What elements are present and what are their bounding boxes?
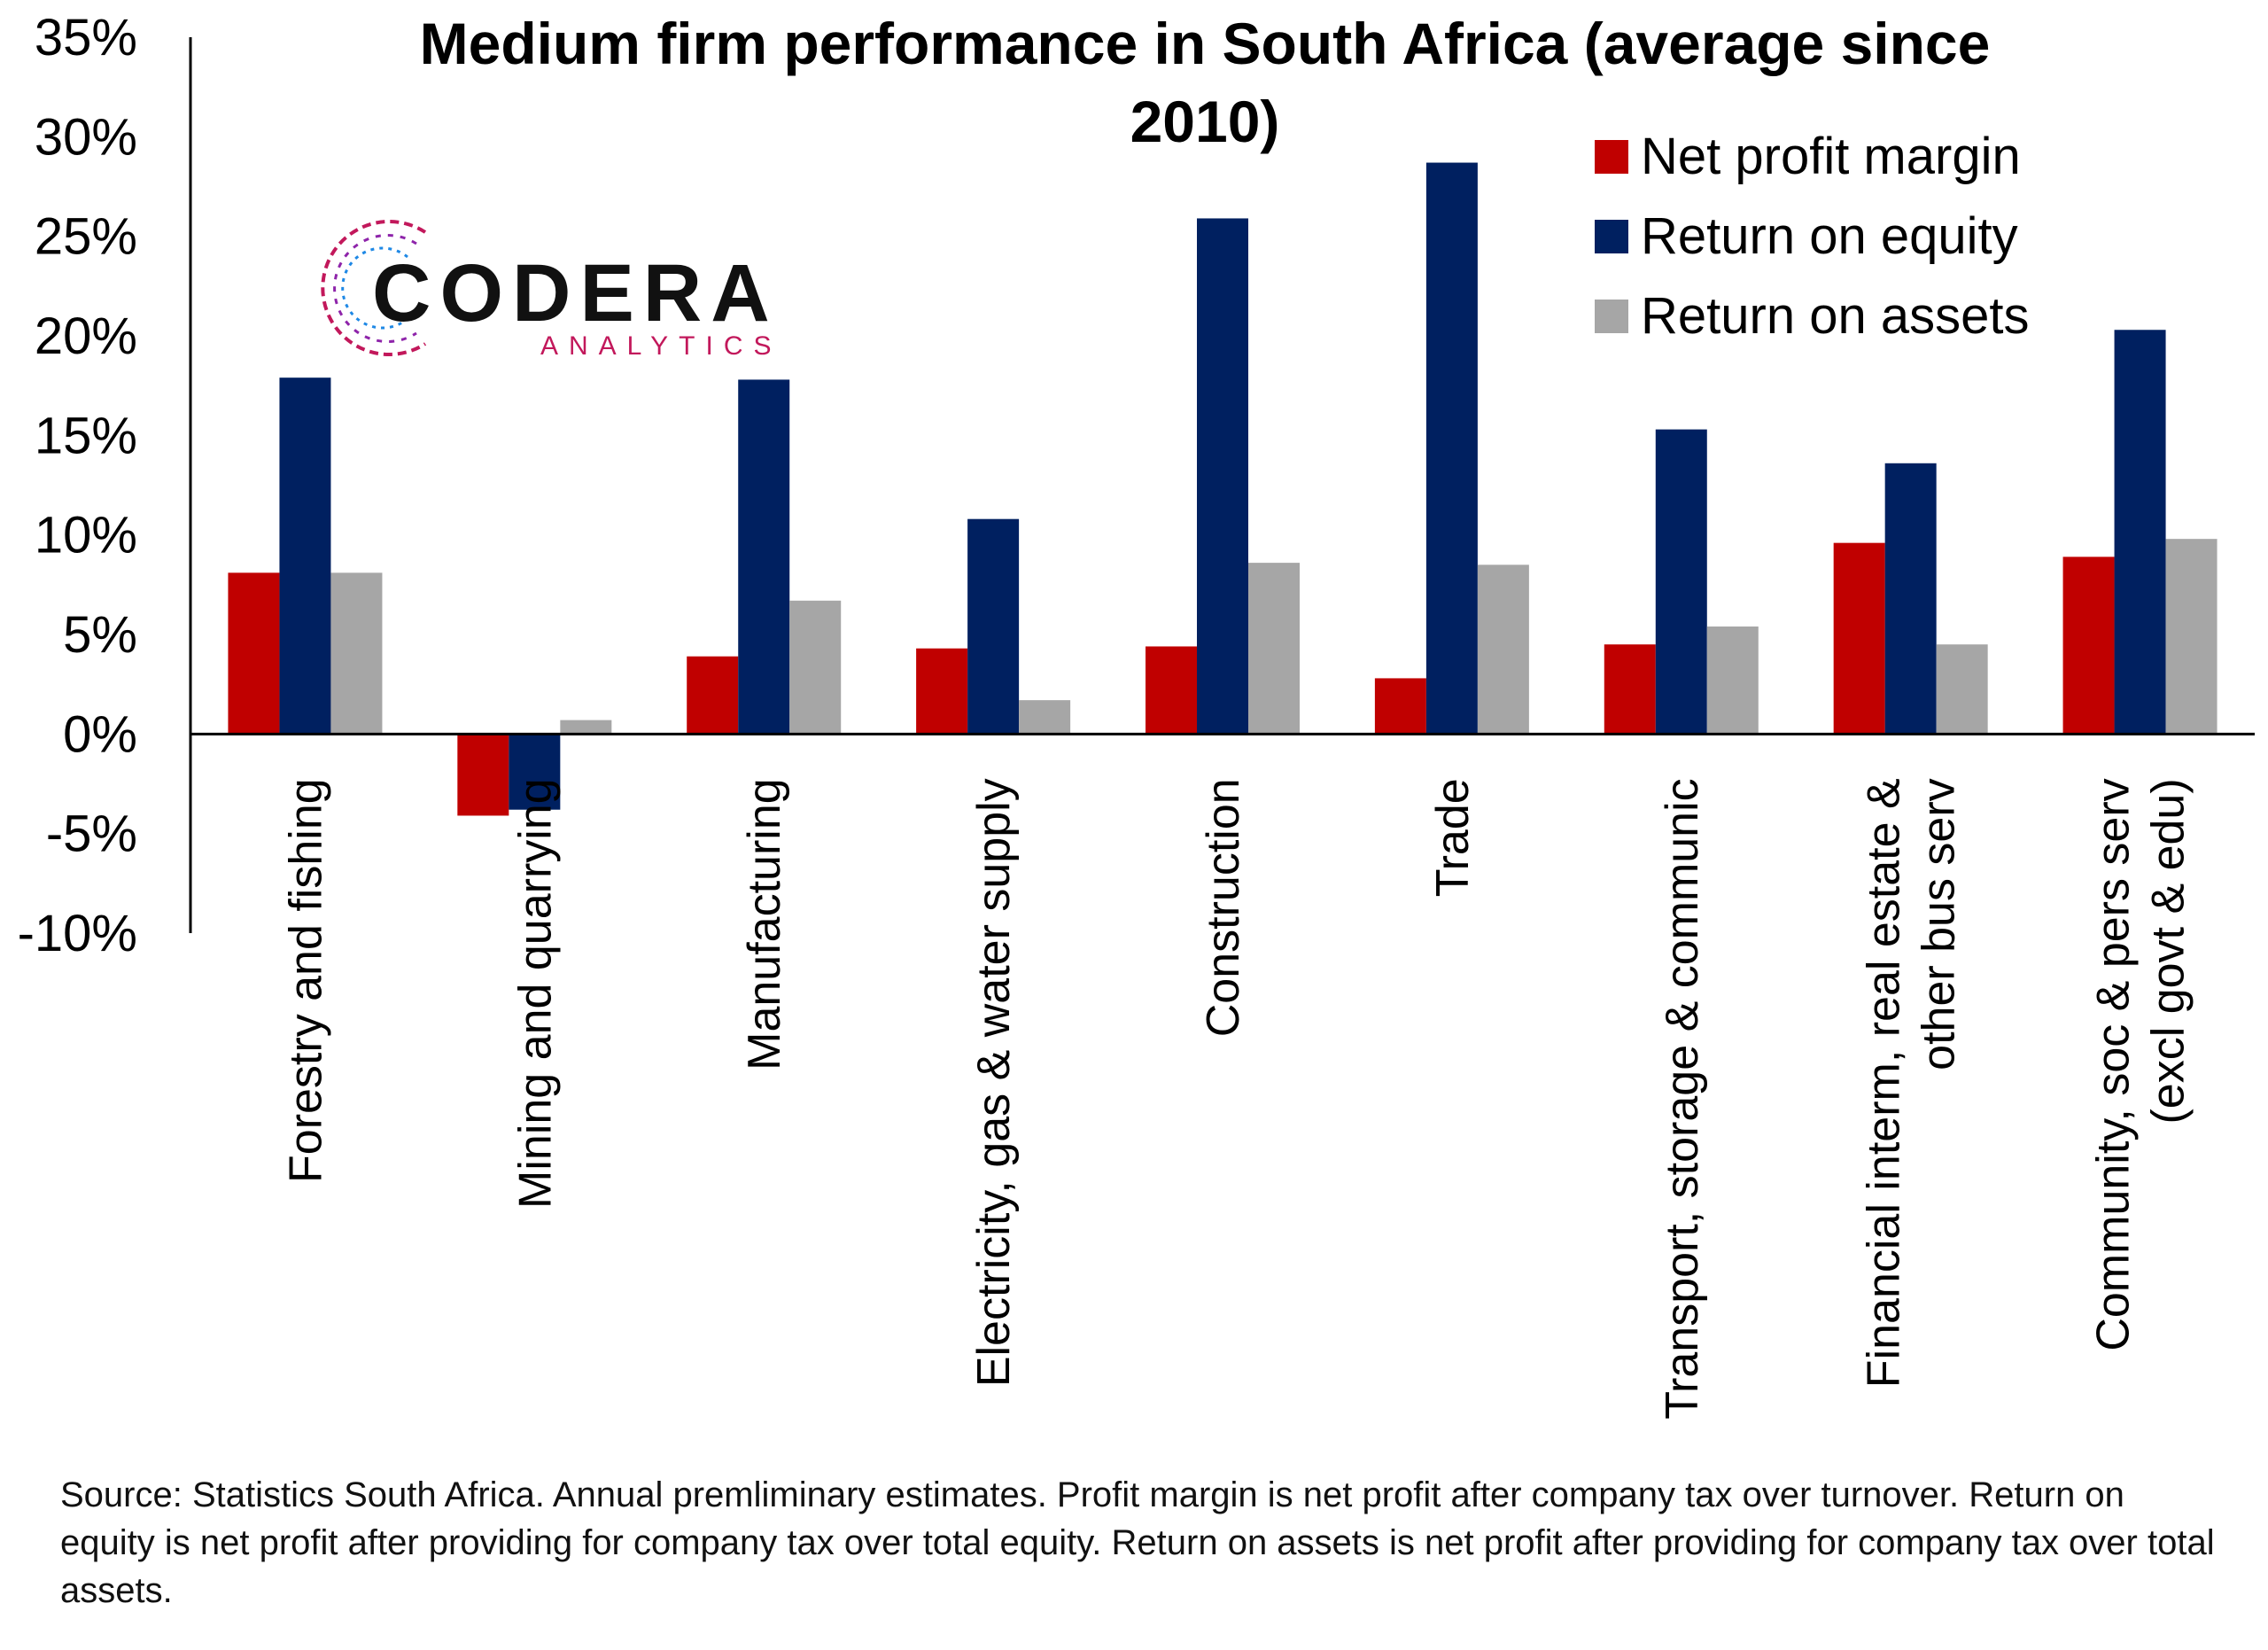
bar-return-on-equity	[279, 377, 331, 735]
x-tick-label: Manufacturing	[739, 778, 790, 1070]
bar-return-on-equity	[1655, 429, 1707, 735]
bar-return-on-assets	[330, 572, 383, 735]
legend-label: Net profit margin	[1641, 128, 2021, 185]
x-tick-label: Electricity, gas & water supply	[968, 778, 1020, 1387]
bar-net-profit-margin	[687, 656, 739, 735]
x-tick-label-line: Mining and quarrying	[509, 778, 561, 1209]
x-tick-label-line: Transport, storage & communic	[1657, 778, 1708, 1419]
x-tick-label-line: Construction	[1198, 778, 1249, 1037]
x-tick-label-line: Community, soc & pers serv	[2088, 778, 2140, 1350]
logo-wordmark: CODERA	[372, 248, 779, 339]
x-tick-label: Forestry and fishing	[280, 778, 331, 1183]
legend-swatch	[1595, 300, 1628, 333]
bar-return-on-assets	[789, 600, 842, 735]
bar-return-on-assets	[1477, 564, 1529, 735]
legend-label: Return on assets	[1641, 287, 2029, 345]
x-tick-label-line: Manufacturing	[739, 778, 790, 1070]
bar-return-on-assets	[560, 720, 612, 735]
bar-return-on-equity	[738, 379, 790, 735]
legend-label: Return on equity	[1641, 207, 2018, 265]
bar-return-on-equity	[1197, 218, 1248, 735]
bar-net-profit-margin	[1833, 542, 1885, 735]
bar-net-profit-margin	[457, 734, 509, 816]
x-tick-label-line: other bus serv	[1914, 778, 1965, 1070]
y-tick-label: 10%	[35, 507, 137, 564]
chart-title: Medium firm performance in South Africa …	[420, 11, 1991, 154]
x-tick-label: Construction	[1198, 778, 1249, 1037]
logo-circuit-icon	[321, 220, 427, 356]
y-axis: 35% 30% 25% 20% 15% 10% 5% 0% -5% -10%	[18, 9, 192, 962]
y-tick-label: 30%	[35, 108, 137, 166]
bar-net-profit-margin	[1374, 678, 1426, 735]
x-tick-label-line: Trade	[1427, 778, 1479, 897]
legend-swatch	[1595, 140, 1628, 174]
source-note: Source: Statistics South Africa. Annual …	[60, 1475, 2215, 1610]
codera-logo: CODERA ANALYTICS	[321, 220, 782, 361]
x-tick-label: Financial interm, real estate &other bus…	[1859, 778, 1965, 1388]
bar-return-on-equity	[1884, 463, 1937, 735]
chart-title-line-1: Medium firm performance in South Africa …	[420, 11, 1991, 76]
bar-return-on-assets	[1019, 700, 1071, 735]
x-tick-label-line: Forestry and fishing	[280, 778, 331, 1183]
y-tick-label: 0%	[63, 705, 137, 763]
y-tick-label: -5%	[46, 806, 137, 863]
bar-net-profit-margin	[916, 648, 968, 735]
y-tick-label: 15%	[35, 407, 137, 464]
bar-return-on-assets	[1936, 644, 1988, 735]
bar-return-on-assets	[2165, 539, 2218, 735]
bar-net-profit-margin	[2062, 556, 2115, 735]
x-tick-label-line: Electricity, gas & water supply	[968, 778, 1020, 1387]
legend-swatch	[1595, 220, 1628, 253]
x-tick-label: Trade	[1427, 778, 1479, 897]
y-tick-label: 25%	[35, 208, 137, 266]
bar-return-on-assets	[1248, 563, 1300, 735]
x-tick-label: Transport, storage & communic	[1657, 778, 1708, 1419]
x-tick-label: Community, soc & pers serv(excl govt & e…	[2088, 778, 2194, 1350]
y-tick-label: -10%	[18, 905, 137, 962]
x-tick-label: Mining and quarrying	[509, 778, 561, 1209]
bar-return-on-equity	[967, 518, 1020, 735]
bar-net-profit-margin	[228, 572, 280, 735]
chart-title-line-2: 2010)	[1130, 89, 1280, 154]
y-tick-label: 35%	[35, 9, 137, 66]
bar-net-profit-margin	[1604, 644, 1656, 735]
bar-return-on-equity	[1425, 162, 1478, 735]
bar-net-profit-margin	[1146, 646, 1197, 735]
y-tick-label: 5%	[63, 606, 137, 664]
x-axis-labels: Forestry and fishing Mining and quarrying…	[280, 778, 2194, 1419]
bars-group	[228, 162, 2218, 816]
x-tick-label-line: (excl govt & edu)	[2143, 778, 2194, 1124]
x-tick-label-line: Financial interm, real estate &	[1859, 778, 1910, 1388]
bar-return-on-assets	[1706, 627, 1759, 735]
bar-return-on-equity	[2114, 330, 2166, 735]
bar-return-on-equity	[509, 734, 561, 810]
y-tick-label: 20%	[35, 307, 137, 365]
logo-subtitle: ANALYTICS	[540, 331, 782, 361]
legend: Net profit margin Return on equity Return …	[1595, 128, 2029, 345]
